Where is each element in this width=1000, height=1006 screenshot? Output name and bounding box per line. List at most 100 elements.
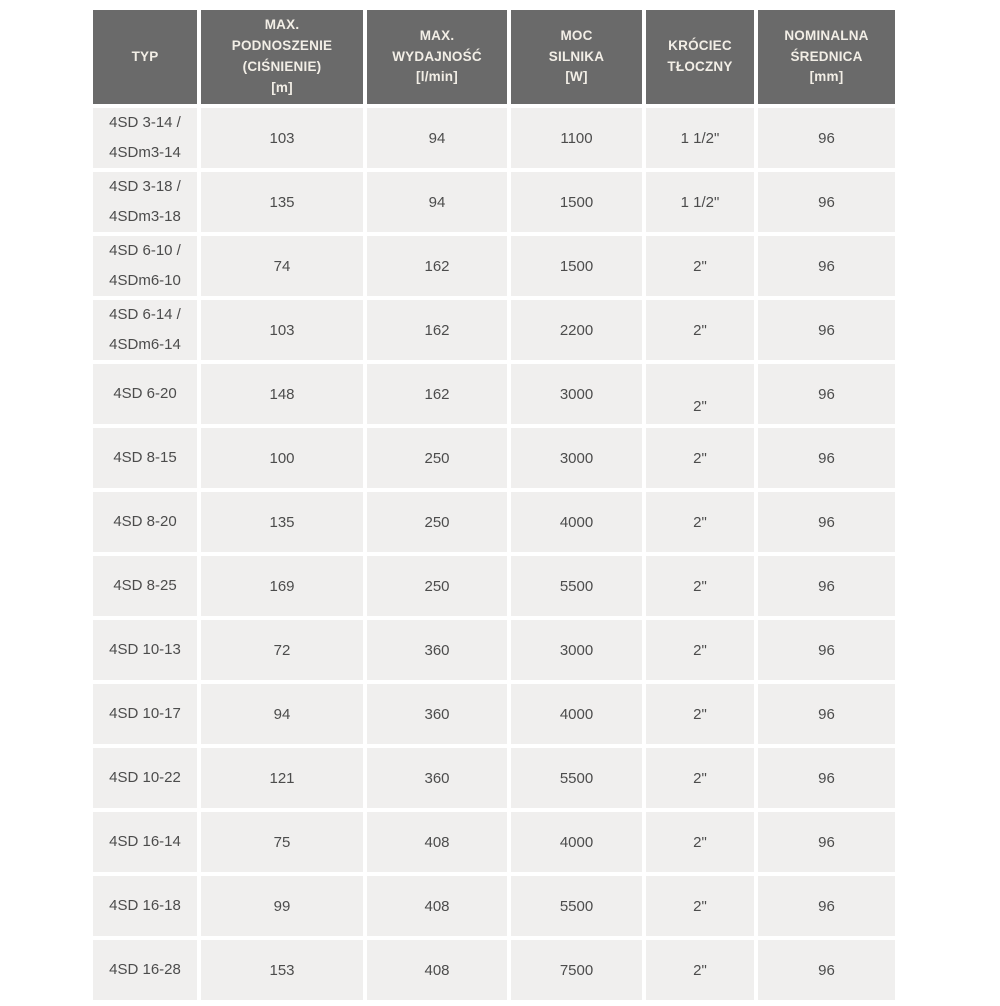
max-wydajnosc-cell: 408 [367,876,507,936]
typ-line: 4SDm6-10 [109,272,181,289]
krociec-tloczny-cell: 2" [646,748,754,808]
nominalna-srednica-cell: 96 [758,428,895,488]
table-row: 4SD 8-20 135 250 4000 2" 96 [93,492,895,552]
krociec-tloczny-cell: 1 1/2" [646,172,754,232]
max-wydajnosc-cell: 250 [367,556,507,616]
typ-line: 4SD 16-14 [109,833,181,850]
max-podnoszenie-cell: 72 [201,620,363,680]
nominalna-srednica-cell: 96 [758,748,895,808]
moc-silnika-cell: 1500 [511,172,642,232]
max-wydajnosc-cell: 250 [367,492,507,552]
moc-silnika-cell: 2200 [511,300,642,360]
typ-line: 4SD 16-28 [109,961,181,978]
max-wydajnosc-cell: 408 [367,812,507,872]
moc-silnika-cell: 1100 [511,108,642,168]
moc-silnika-cell: 4000 [511,492,642,552]
max-wydajnosc-cell: 408 [367,940,507,1000]
header-line: ŚREDNICA [790,48,863,64]
max-podnoszenie-cell: 121 [201,748,363,808]
max-podnoszenie-cell: 99 [201,876,363,936]
typ-line: 4SD 16-18 [109,897,181,914]
max-podnoszenie-cell: 103 [201,108,363,168]
moc-silnika-cell: 5500 [511,556,642,616]
table-row: 4SD 3-18 / 4SDm3-18 135 94 1500 1 1/2" 96 [93,172,895,232]
table-row: 4SD 10-17 94 360 4000 2" 96 [93,684,895,744]
krociec-tloczny-cell: 2" [646,812,754,872]
max-wydajnosc-cell: 162 [367,300,507,360]
table-row: 4SD 16-18 99 408 5500 2" 96 [93,876,895,936]
krociec-tloczny-cell: 2" [646,876,754,936]
table-row: 4SD 6-20 148 162 3000 2" 96 [93,364,895,424]
max-wydajnosc-cell: 360 [367,748,507,808]
header-line: NOMINALNA [784,27,869,43]
header-line: MOC [560,27,593,43]
moc-silnika-cell: 3000 [511,428,642,488]
table-row: 4SD 6-10 / 4SDm6-10 74 162 1500 2" 96 [93,236,895,296]
header-line: KRÓCIEC [668,38,732,54]
typ-cell: 4SD 10-22 [93,748,197,808]
typ-cell: 4SD 6-20 [93,364,197,424]
moc-silnika-cell: 7500 [511,940,642,1000]
header-line: [mm] [809,69,844,85]
typ-line: 4SD 10-22 [109,769,181,786]
moc-silnika-cell: 5500 [511,748,642,808]
table-row: 4SD 10-13 72 360 3000 2" 96 [93,620,895,680]
table-row: 4SD 16-14 75 408 4000 2" 96 [93,812,895,872]
typ-line: 4SD 6-10 / [109,242,181,259]
max-podnoszenie-cell: 169 [201,556,363,616]
table-body: 4SD 3-14 /4SDm3-14 103 94 1100 1 1/2" 96 4SD 3… [93,108,895,1000]
max-podnoszenie-cell: 100 [201,428,363,488]
max-wydajnosc-cell: 94 [367,172,507,232]
typ-line: 4SD 3-14 / [109,114,181,131]
max-podnoszenie-cell: 75 [201,812,363,872]
max-podnoszenie-cell: 135 [201,492,363,552]
table-row: 4SD 8-25 169 250 5500 2" 96 [93,556,895,616]
max-podnoszenie-cell: 148 [201,364,363,424]
page: TYP MAX. PODNOSZENIE (CIŚNIENIE) [m] MAX. WYDA… [0,6,1000,1004]
header-cell-krociec-tloczny: KRÓCIEC TŁOCZNY [646,10,754,104]
typ-line: 4SD 8-25 [113,577,177,594]
nominalna-srednica-cell: 96 [758,300,895,360]
table-row: 4SD 16-28 153 408 7500 2" 96 [93,940,895,1000]
krociec-tloczny-cell: 2" [646,684,754,744]
max-wydajnosc-cell: 162 [367,236,507,296]
typ-cell: 4SD 16-18 [93,876,197,936]
max-podnoszenie-cell: 94 [201,684,363,744]
typ-line: 4SDm3-14 [109,144,181,161]
header-line: MAX. [419,27,455,43]
moc-silnika-cell: 3000 [511,620,642,680]
typ-line: 4SD 10-17 [109,705,181,722]
header-cell-nominalna-srednica: NOMINALNA ŚREDNICA [mm] [758,10,895,104]
max-wydajnosc-cell: 162 [367,364,507,424]
nominalna-srednica-cell: 96 [758,492,895,552]
typ-line: 4SD 10-13 [109,641,181,658]
moc-silnika-cell: 3000 [511,364,642,424]
krociec-tloczny-cell: 2" [646,300,754,360]
table-row: 4SD 3-14 / 4SDm3-14 103 94 1100 1 1/2" 96 [93,108,895,168]
typ-cell: 4SD 16-28 [93,940,197,1000]
header-line: [m] [271,79,293,95]
moc-silnika-cell: 4000 [511,684,642,744]
krociec-tloczny-cell: 1 1/2" [646,108,754,168]
nominalna-srednica-cell: 96 [758,876,895,936]
nominalna-srednica-cell: 96 [758,236,895,296]
nominalna-srednica-cell: 96 [758,108,895,168]
header-line: PODNOSZENIE [231,38,333,54]
header-line: [W] [565,69,588,85]
typ-cell: 4SD 10-17 [93,684,197,744]
header-cell-max-podnoszenie: MAX. PODNOSZENIE (CIŚNIENIE) [m] [201,10,363,104]
typ-line: 4SD 3-18 / [109,178,181,195]
table-row: 4SD 10-22 121 360 5500 2" 96 [93,748,895,808]
krociec-tloczny-cell: 2" [646,556,754,616]
header-line: WYDAJNOŚĆ [392,48,482,64]
typ-line: 4SD 8-15 [113,449,177,466]
krociec-tloczny-cell: 2" [646,940,754,1000]
nominalna-srednica-cell: 96 [758,172,895,232]
header-line: TŁOCZNY [667,59,733,74]
table-row: 4SD 6-14 / 4SDm6-14 103 162 2200 2" 96 [93,300,895,360]
max-podnoszenie-cell: 135 [201,172,363,232]
header-line: TYP [131,48,159,64]
header-cell-typ: TYP [93,10,197,104]
krociec-tloczny-cell: 2" [646,364,754,424]
typ-line: 4SD 6-20 [113,385,177,402]
